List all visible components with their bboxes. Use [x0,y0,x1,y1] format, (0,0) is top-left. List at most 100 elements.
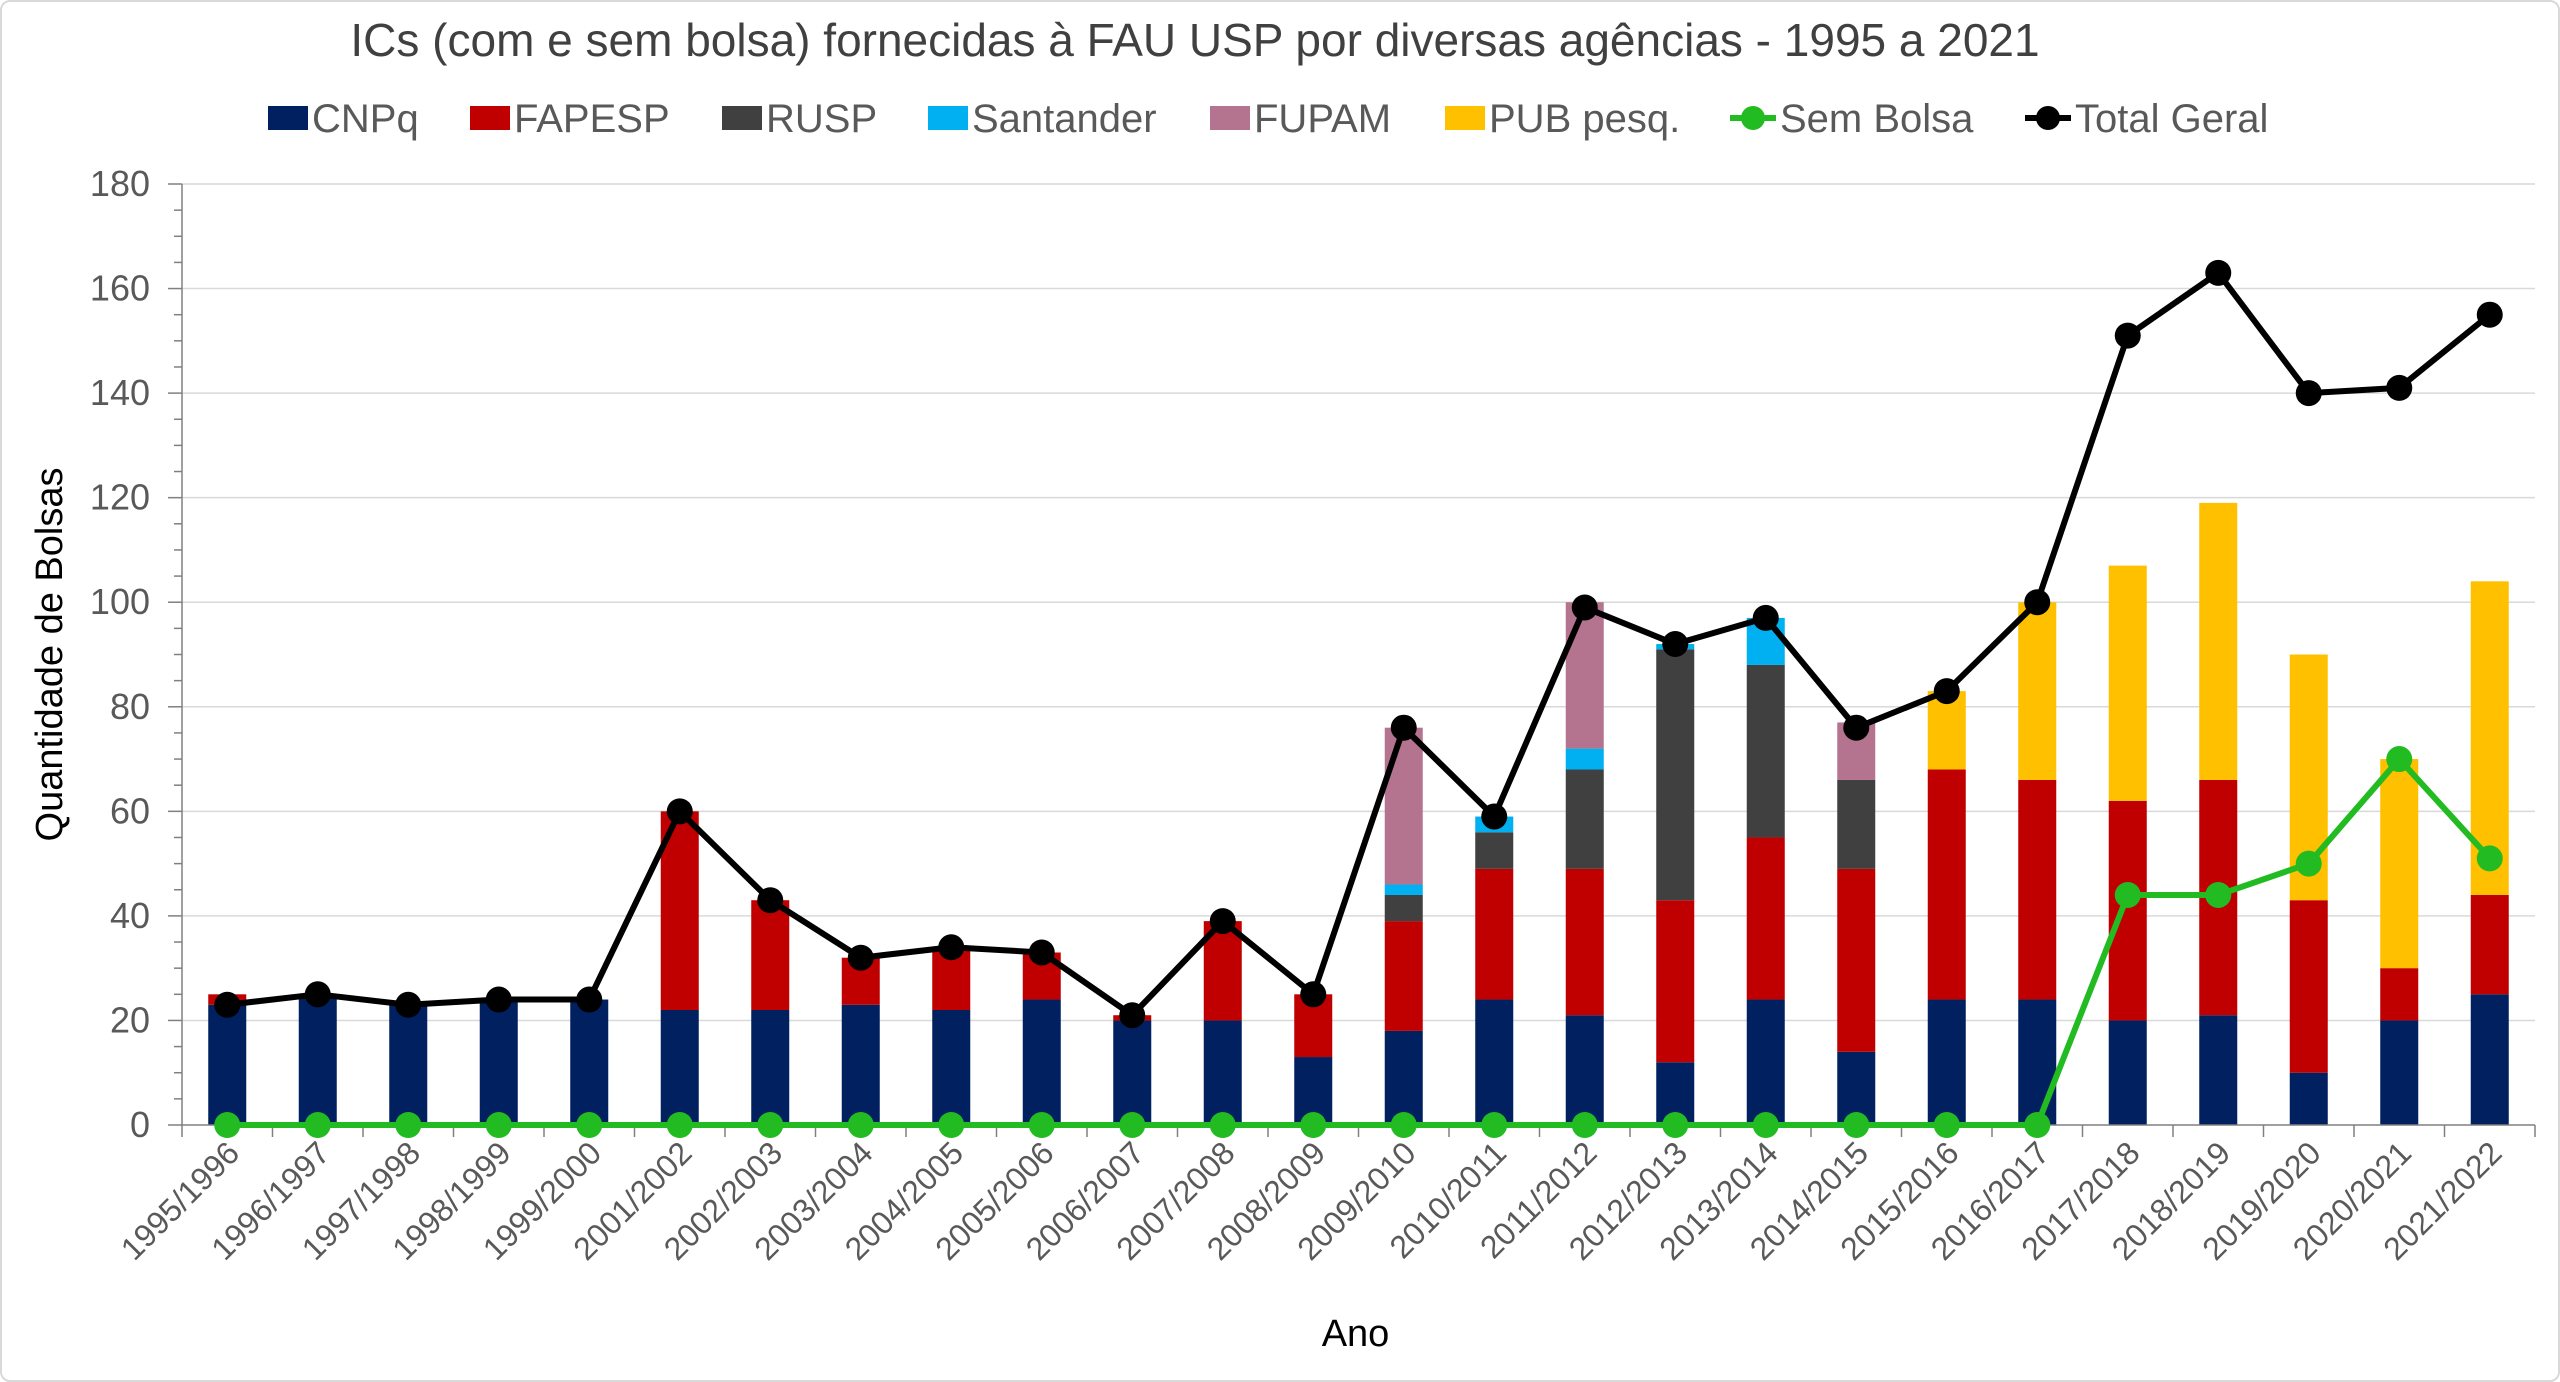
point-total-geral [1300,981,1327,1008]
point-total-geral [1843,714,1870,741]
y-tick-label: 60 [110,790,150,831]
point-total-geral [485,986,512,1013]
point-sem-bolsa [304,1112,331,1138]
line-total-geral [226,269,2492,1019]
y-tick-label: 160 [90,268,150,309]
bar-cnpq [208,1004,247,1125]
bar-fupam [1384,727,1423,885]
bar-cnpq [1022,999,1061,1125]
point-total-geral [1390,714,1417,741]
bar-rusp [1565,769,1604,869]
bar-cnpq [2108,1020,2147,1125]
bar-cnpq [1384,1030,1423,1125]
legend-label-fapesp: FAPESP [514,97,670,141]
bar-pub-pesq- [2108,565,2147,801]
bar-cnpq [751,1009,790,1125]
bar-fapesp [1837,868,1876,1052]
point-total-geral [304,981,331,1008]
bar-cnpq [1927,999,1966,1125]
bar-rusp [1475,832,1514,869]
point-sem-bolsa [847,1112,874,1138]
y-tick-label: 140 [90,372,150,413]
bar-santander [1384,884,1423,895]
bar-pub-pesq- [2380,759,2419,969]
point-sem-bolsa [1481,1112,1508,1138]
y-tick-label: 180 [90,163,150,204]
point-sem-bolsa [2024,1112,2051,1138]
point-sem-bolsa [214,1112,241,1138]
point-total-geral [1571,594,1598,621]
bar-pub-pesq- [1927,691,1966,770]
bar-fapesp [751,900,790,1010]
point-sem-bolsa [1300,1112,1327,1138]
bar-rusp [1384,894,1423,922]
point-total-geral [1209,908,1236,935]
bar-fapesp [2380,968,2419,1021]
point-total-geral [576,986,603,1013]
bar-cnpq [1565,1015,1604,1125]
bar-fapesp [1746,837,1785,1000]
legend-marker-total-geral [2036,106,2060,130]
bar-cnpq [2199,1015,2238,1125]
point-total-geral [938,934,965,961]
point-sem-bolsa [1843,1112,1870,1138]
bar-cnpq [1475,999,1514,1125]
point-sem-bolsa [485,1112,512,1138]
bar-cnpq [389,1004,428,1125]
legend-marker-sem-bolsa [1741,106,1765,130]
y-tick-label: 20 [110,999,150,1040]
y-tick-label: 0 [130,1104,150,1145]
legend-label-fupam: FUPAM [1254,97,1391,141]
point-sem-bolsa [1028,1112,1055,1138]
point-sem-bolsa [666,1112,693,1138]
point-sem-bolsa [2386,746,2413,773]
bar-pub-pesq- [2199,502,2238,780]
bar-cnpq [298,994,337,1125]
bar-fapesp [2289,900,2328,1073]
bar-cnpq [932,1009,971,1125]
bar-cnpq [660,1009,699,1125]
point-total-geral [2386,374,2413,401]
legend-swatch-cnpq [268,106,308,130]
point-total-geral [2205,259,2232,286]
bar-cnpq [479,999,518,1125]
bar-cnpq [2470,994,2509,1125]
line-sem-bolsa [227,756,2492,1128]
bar-fapesp [1475,868,1514,1000]
legend-label-rusp: RUSP [766,97,877,141]
point-sem-bolsa [576,1112,603,1138]
bar-rusp [1837,779,1876,869]
point-sem-bolsa [2476,845,2503,872]
legend-swatch-fupam [1210,106,1250,130]
point-sem-bolsa [2295,850,2322,877]
bar-cnpq [2289,1072,2328,1125]
bar-fapesp [2108,800,2147,1021]
bar-cnpq [2380,1020,2419,1125]
point-total-geral [1752,604,1779,631]
legend-label-santander: Santander [972,97,1157,141]
bar-cnpq [841,1004,880,1125]
point-sem-bolsa [395,1112,422,1138]
point-total-geral [757,887,784,914]
point-sem-bolsa [1209,1112,1236,1138]
legend-swatch-rusp [722,106,762,130]
legend-label-total-geral: Total Geral [2075,97,2268,141]
legend-label-sem-bolsa: Sem Bolsa [1780,97,1974,141]
bar-cnpq [2018,999,2057,1125]
point-total-geral [1119,1002,1146,1029]
point-total-geral [2114,322,2141,349]
point-total-geral [847,944,874,971]
bar-santander [1565,748,1604,770]
point-sem-bolsa [1662,1112,1689,1138]
x-axis-label: Ano [1322,1313,1390,1355]
point-total-geral [666,798,693,825]
point-sem-bolsa [757,1112,784,1138]
point-sem-bolsa [938,1112,965,1138]
point-sem-bolsa [1119,1112,1146,1138]
point-sem-bolsa [1390,1112,1417,1138]
bar-cnpq [1746,999,1785,1125]
point-sem-bolsa [1752,1112,1779,1138]
y-axis-label: Quantidade de Bolsas [29,468,71,842]
bar-fapesp [1927,769,1966,1000]
